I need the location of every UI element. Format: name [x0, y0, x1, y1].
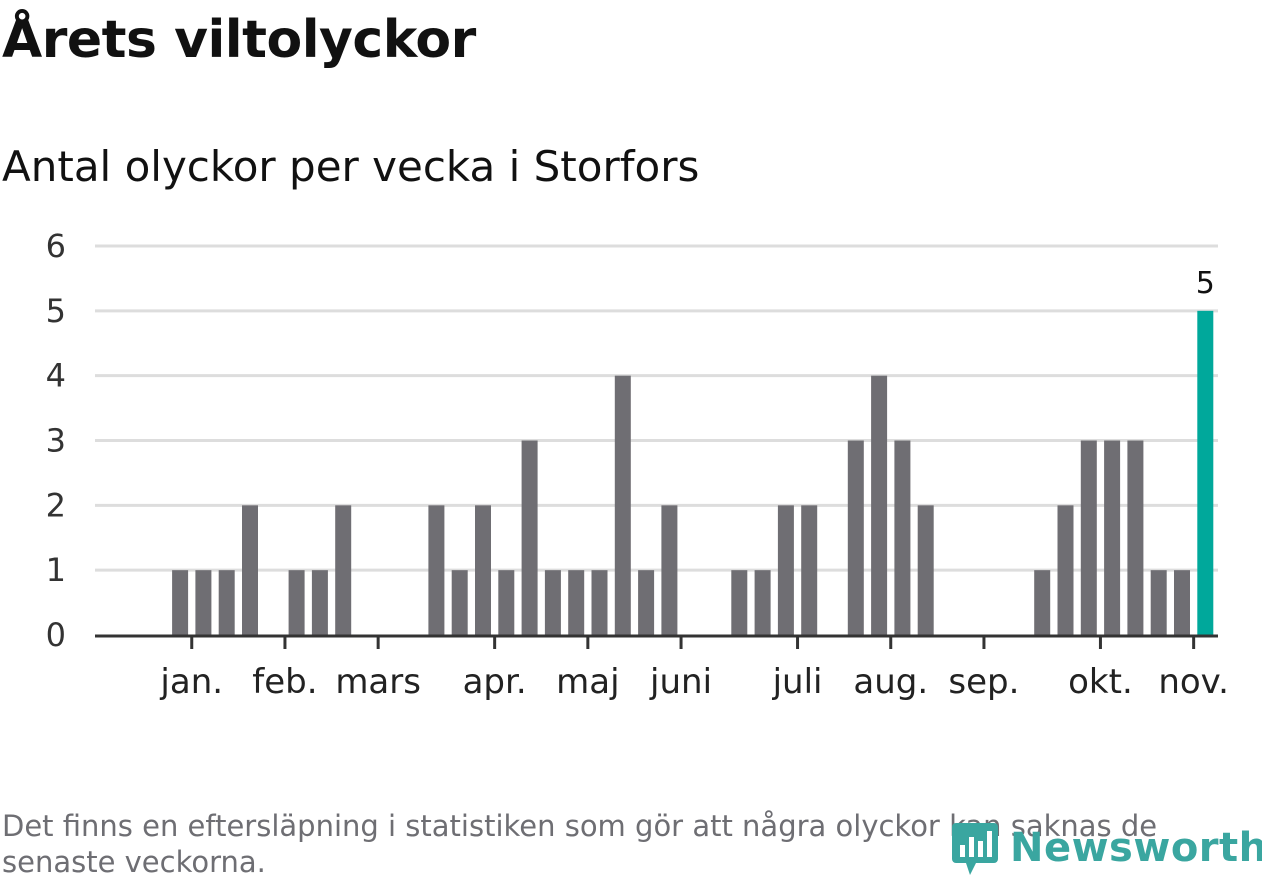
bar: [218, 570, 235, 635]
bar: [731, 570, 748, 635]
bar: [1174, 570, 1190, 635]
x-tick-label: apr.: [463, 662, 527, 702]
bar: [195, 570, 212, 635]
bar: [335, 505, 352, 635]
x-tick-label: juli: [772, 662, 823, 702]
x-tick-label: jan.: [159, 662, 223, 702]
bar: [1034, 570, 1051, 635]
axes: [95, 634, 1218, 649]
bar: [242, 505, 258, 635]
x-tick-label: mars: [335, 662, 421, 702]
newsworthy-logo-icon: [952, 823, 998, 875]
bar: [568, 570, 585, 635]
x-tick-label: juni: [649, 662, 712, 702]
bar: [894, 440, 911, 635]
chart-subtitle: Antal olyckor per vecka i Storfors: [2, 142, 700, 191]
bar: [311, 570, 328, 635]
bar-value-label: 5: [1196, 266, 1215, 301]
chart-title: Årets viltolyckor: [2, 10, 476, 70]
bar: [544, 570, 561, 635]
bar: [1104, 440, 1121, 635]
bar: [801, 505, 818, 635]
bar: [591, 570, 608, 635]
x-tick-label: nov.: [1158, 662, 1229, 702]
bar: [871, 375, 888, 635]
bar: [451, 570, 468, 635]
y-tick-label-2: 2: [46, 486, 66, 524]
bar: [172, 570, 189, 635]
y-tick-label-6: 6: [46, 227, 66, 265]
bar: [428, 505, 445, 635]
gridlines: [95, 244, 1218, 572]
bar: [475, 505, 491, 635]
bar: [521, 440, 538, 635]
x-tick-label: okt.: [1068, 662, 1133, 702]
bar: [754, 570, 771, 635]
bar: [1150, 570, 1167, 635]
bar: [661, 505, 678, 635]
x-tick-label: maj: [556, 662, 619, 702]
bar: [847, 440, 864, 635]
y-tick-label-5: 5: [46, 292, 66, 330]
y-tick-label-0: 0: [46, 616, 66, 654]
newsworthy-logo-text: Newsworthy: [1010, 825, 1262, 871]
x-tick-label: feb.: [252, 662, 317, 702]
bar: [1057, 505, 1074, 635]
bar: [1127, 440, 1144, 635]
bars: [172, 310, 1214, 635]
bar: [917, 505, 934, 635]
bar: [1080, 440, 1097, 635]
x-tick-label: aug.: [853, 662, 928, 702]
bar-highlight: [1197, 310, 1214, 635]
bar-chart: 0 1 2 3 4 5 6 5 jan. feb. mars apr. maj juni juli aug. s…: [46, 227, 1229, 702]
bar: [498, 570, 515, 635]
bar: [614, 375, 631, 635]
y-tick-label-3: 3: [46, 422, 66, 460]
y-tick-label-1: 1: [46, 551, 66, 589]
y-tick-label-4: 4: [46, 357, 66, 395]
bar: [638, 570, 655, 635]
newsworthy-logo: Newsworthy: [950, 818, 1262, 878]
bar: [288, 570, 305, 635]
bar: [777, 505, 794, 635]
x-tick-label: sep.: [948, 662, 1019, 702]
labels: 0 1 2 3 4 5 6 5 jan. feb. mars apr. maj juni juli aug. s…: [46, 227, 1229, 702]
